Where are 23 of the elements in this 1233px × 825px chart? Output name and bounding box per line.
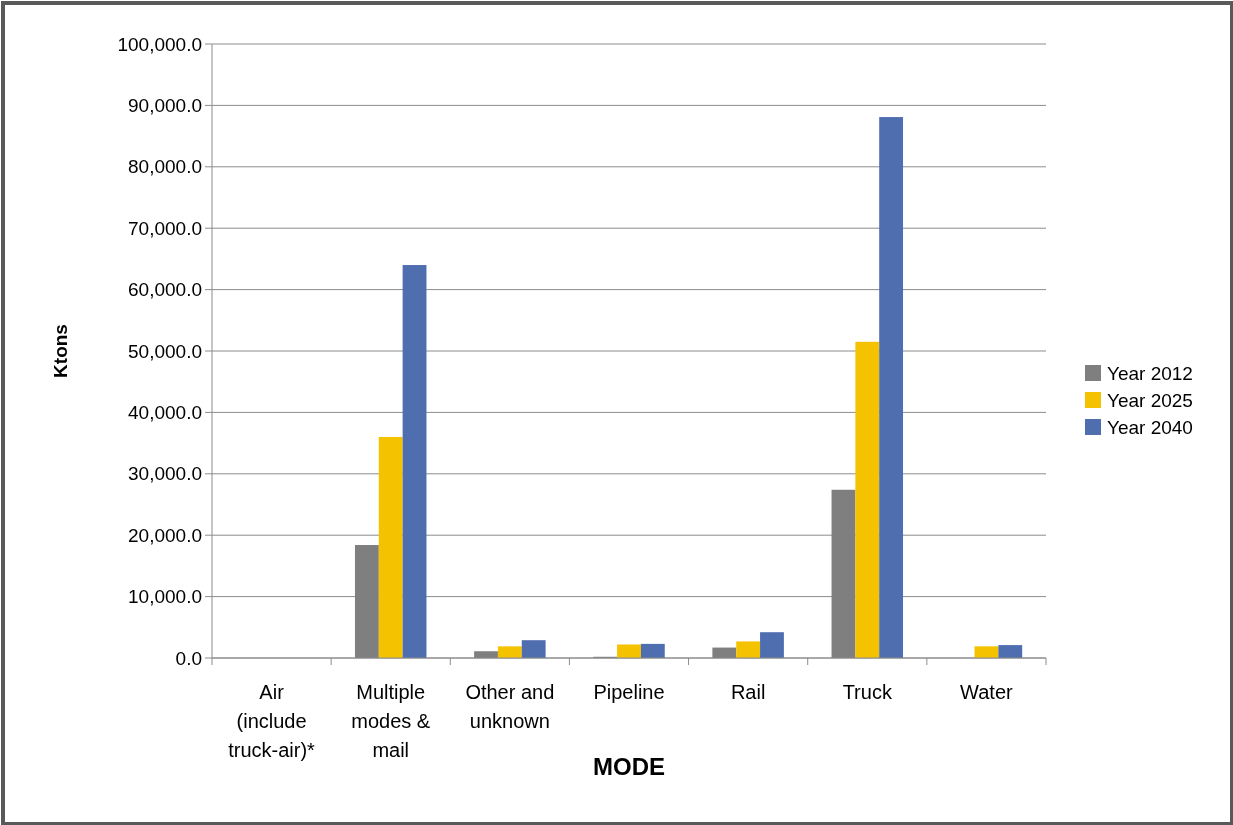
x-tick-label: Other and unknown (465, 681, 555, 732)
y-tick-label: 50,000.0 (128, 340, 202, 362)
y-tick-label: 10,000.0 (128, 586, 202, 608)
x-tick-label: Multiple modes & mail (351, 681, 431, 761)
y-tick-label: 80,000.0 (128, 156, 202, 178)
y-tick-label: 0.0 (175, 647, 202, 669)
x-tick-label: Rail (730, 681, 766, 703)
x-axis-title: MODE (593, 753, 665, 780)
legend-label: Year 2012 (1107, 362, 1193, 384)
legend-label: Year 2025 (1107, 389, 1193, 411)
y-tick-label: 40,000.0 (128, 402, 202, 424)
y-tick-label: 60,000.0 (128, 279, 202, 301)
x-tick-label: Truck (842, 681, 893, 703)
y-tick-label: 100,000.0 (117, 33, 202, 55)
x-tick-label: Water (960, 681, 1014, 703)
y-tick-label: 90,000.0 (128, 95, 202, 117)
y-tick-label: 30,000.0 (128, 463, 202, 485)
y-tick-label: 20,000.0 (128, 524, 202, 546)
x-tick-label: Air (include truck-air)* (228, 681, 316, 761)
legend-label: Year 2040 (1107, 416, 1193, 438)
y-axis-title: Ktons (50, 324, 71, 378)
y-tick-label: 70,000.0 (128, 217, 202, 239)
x-tick-label: Pipeline (593, 681, 665, 703)
